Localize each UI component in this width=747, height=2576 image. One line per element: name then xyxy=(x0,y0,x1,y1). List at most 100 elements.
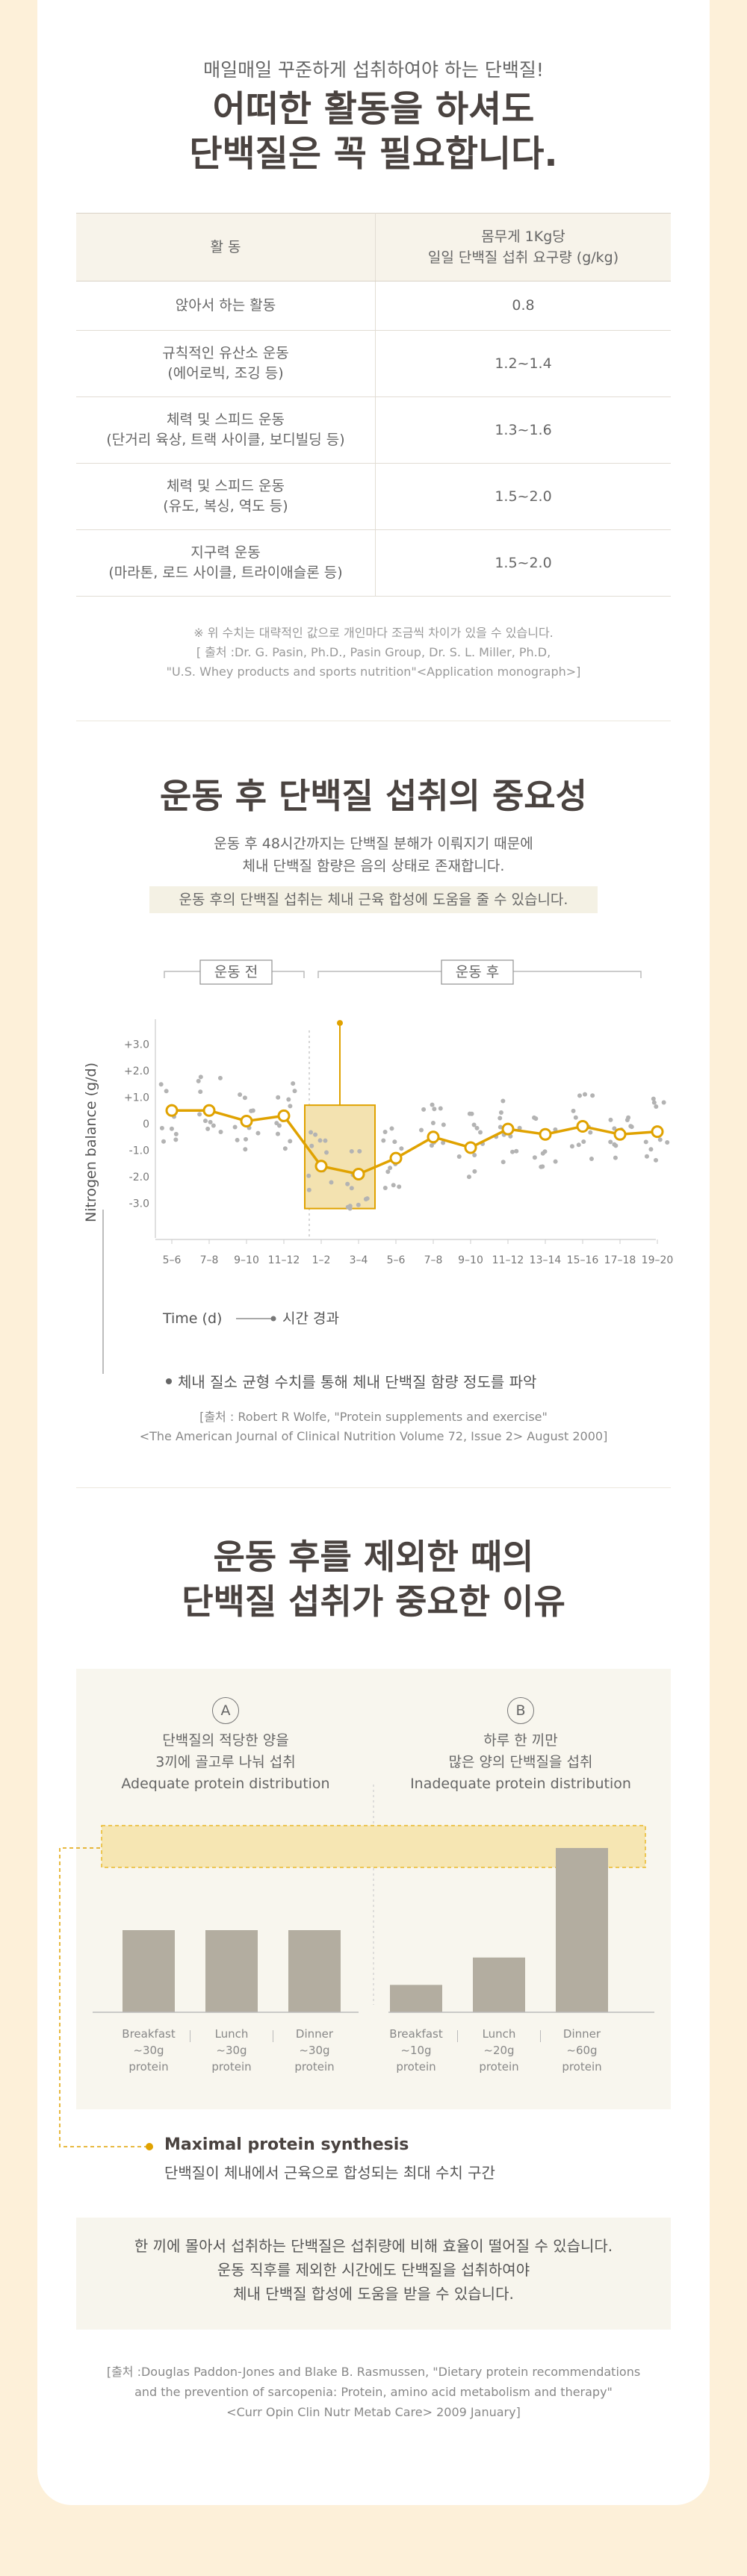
x-tick-label: 9–10 xyxy=(458,1254,483,1266)
x-tick-label: 3–4 xyxy=(350,1254,368,1266)
section3-source: [출처 :Douglas Paddon-Jones and Blake B. R… xyxy=(37,2362,710,2422)
scatter-point xyxy=(288,1104,293,1109)
requirement-value: 1.3~1.6 xyxy=(375,396,671,464)
caption-a: A 단백질의 적당한 양을 3끼에 골고루 나눠 섭취 Adequate pro… xyxy=(87,1697,364,1795)
series-point xyxy=(501,1122,515,1136)
scatter-point xyxy=(657,1137,663,1142)
scatter-point xyxy=(381,1138,386,1143)
scatter-point xyxy=(500,1160,506,1165)
mps-title: Maximal protein synthesis xyxy=(164,2135,409,2154)
distribution-panel: A 단백질의 적당한 양을 3끼에 골고루 나눠 섭취 Adequate pro… xyxy=(76,1669,671,2109)
section1-title-line1: 어떠한 활동을 하셔도 xyxy=(212,88,535,130)
requirement-value: 0.8 xyxy=(375,281,671,331)
activity-examples: (마라톤, 로드 사이클, 트라이애슬론 등) xyxy=(108,564,343,581)
scatter-point xyxy=(612,1126,617,1131)
table-row: 규칙적인 유산소 운동 (에어로빅, 조깅 등) 1.2~1.4 xyxy=(76,330,671,397)
bar-label: Dinner ~60g protein xyxy=(545,2026,619,2075)
scatter-point xyxy=(349,1148,354,1154)
scatter-point xyxy=(399,1146,404,1151)
scatter-point xyxy=(654,1157,659,1163)
bar-label-meal: Lunch xyxy=(214,2027,249,2041)
series-point xyxy=(240,1114,253,1127)
y-axis: +3.0 +2.0 +1.0 0 -1.0 -2.0 -3.0 xyxy=(124,1019,156,1238)
series-point xyxy=(427,1130,440,1144)
after-label: 운동 후 xyxy=(456,964,499,980)
section-divider xyxy=(76,1487,671,1488)
scatter-point xyxy=(202,1119,208,1124)
desc-line1: 운동 후 48시간까지는 단백질 분해가 이뤄지기 때문에 xyxy=(214,836,533,852)
bar-label-meal: Breakfast xyxy=(122,2027,176,2041)
bar-label-amount: ~20g xyxy=(483,2044,515,2057)
bar-label-amount: ~10g xyxy=(400,2044,432,2057)
section3-title-line1: 운동 후를 제외한 때의 xyxy=(213,1537,534,1577)
scatter-point xyxy=(608,1139,613,1145)
highlight-stem-dot xyxy=(337,1020,343,1027)
time-arrow xyxy=(236,1316,276,1322)
caption-b-line2: 많은 양의 단백질을 섭취 xyxy=(448,1754,593,1770)
note-line1: ※ 위 수치는 대략적인 값으로 개인마다 조금씩 차이가 있을 수 있습니다. xyxy=(193,626,554,640)
requirement-value: 1.5~2.0 xyxy=(375,529,671,597)
y-tick-label: +2.0 xyxy=(124,1065,149,1077)
note-line3: "U.S. Whey products and sports nutrition… xyxy=(166,665,581,679)
activity-examples: (유도, 복싱, 역도 등) xyxy=(163,498,288,514)
scatter-point xyxy=(317,1138,323,1143)
scatter-point xyxy=(244,1136,249,1142)
scatter-point xyxy=(569,1144,574,1149)
after-bracket: 운동 후 xyxy=(317,959,642,985)
series-point xyxy=(651,1125,664,1139)
bar-label-meal: Lunch xyxy=(482,2027,516,2041)
scatter-point xyxy=(173,1131,179,1136)
bar-label-unit: protein xyxy=(396,2060,436,2073)
protein-bar xyxy=(556,1848,608,2012)
source-line2: <The American Journal of Clinical Nutrit… xyxy=(139,1429,608,1443)
scatter-point xyxy=(205,1126,211,1131)
content-card: 매일매일 꾸준하게 섭취하여야 하는 단백질! 어떠한 활동을 하셔도 단백질은… xyxy=(37,0,710,2505)
series-point xyxy=(277,1109,291,1122)
section3-body: 한 끼에 몰아서 섭취하는 단백질은 섭취량에 비해 효율이 떨어질 수 있습니… xyxy=(76,2218,671,2330)
scatter-point xyxy=(288,1139,293,1144)
y-tick-label: +3.0 xyxy=(124,1039,149,1051)
scatter-point xyxy=(345,1181,350,1186)
plot-area xyxy=(158,1020,670,1238)
scatter-point xyxy=(235,1137,240,1142)
section1-title: 어떠한 활동을 하셔도 단백질은 꼭 필요합니다. xyxy=(37,87,710,176)
scatter-point xyxy=(644,1154,649,1159)
scatter-point xyxy=(643,1139,648,1145)
x-axis: 5–6 7–8 9–10 11–12 1–2 3–4 5–6 7–8 9–10 11–12 13–1… xyxy=(155,1239,673,1266)
scatter-point xyxy=(173,1137,179,1142)
scatter-point xyxy=(472,1169,477,1174)
scatter-point xyxy=(629,1124,634,1130)
y-axis-label: Nitrogen balance (g/d) xyxy=(83,1063,99,1222)
scatter-point xyxy=(498,1116,503,1121)
table-note: ※ 위 수치는 대략적인 값으로 개인마다 조금씩 차이가 있을 수 있습니다.… xyxy=(37,623,710,682)
scatter-point xyxy=(626,1115,631,1120)
scatter-point xyxy=(510,1149,515,1154)
caption-a-line3: Adequate protein distribution xyxy=(121,1776,330,1792)
scatter-point xyxy=(211,1123,216,1128)
scatter-point xyxy=(169,1126,174,1131)
scatter-point xyxy=(571,1108,576,1113)
scatter-point xyxy=(613,1155,618,1160)
header-activity: 활 동 xyxy=(76,213,376,281)
bar-label-amount: ~30g xyxy=(133,2044,164,2057)
scatter-point xyxy=(347,1206,353,1211)
note-line2: [ 출처 :Dr. G. Pasin, Ph.D., Pasin Group, … xyxy=(196,645,551,659)
scatter-point xyxy=(517,1125,522,1130)
scatter-point xyxy=(249,1108,254,1113)
before-bracket: 운동 전 xyxy=(164,959,305,985)
scatter-point xyxy=(217,1075,223,1080)
bar-label-meal: Dinner xyxy=(562,2027,601,2041)
y-tick-label: -2.0 xyxy=(129,1172,149,1183)
scatter-point xyxy=(363,1196,368,1201)
activity-name: 규칙적인 유산소 운동 xyxy=(162,345,289,361)
caption-b: B 하루 한 끼만 많은 양의 단백질을 섭취 Inadequate prote… xyxy=(382,1697,659,1795)
caption-a-line2: 3끼에 골고루 나눠 섭취 xyxy=(155,1754,296,1770)
scatter-point xyxy=(391,1183,396,1188)
scatter-point xyxy=(242,1095,247,1101)
section3-title-line2: 단백질 섭취가 중요한 이유 xyxy=(182,1581,565,1622)
bar-label-unit: protein xyxy=(128,2060,169,2073)
requirement-value: 1.2~1.4 xyxy=(375,330,671,397)
scatter-point xyxy=(581,1139,586,1144)
scatter-point xyxy=(306,1173,311,1178)
bar-label-unit: protein xyxy=(211,2060,252,2073)
